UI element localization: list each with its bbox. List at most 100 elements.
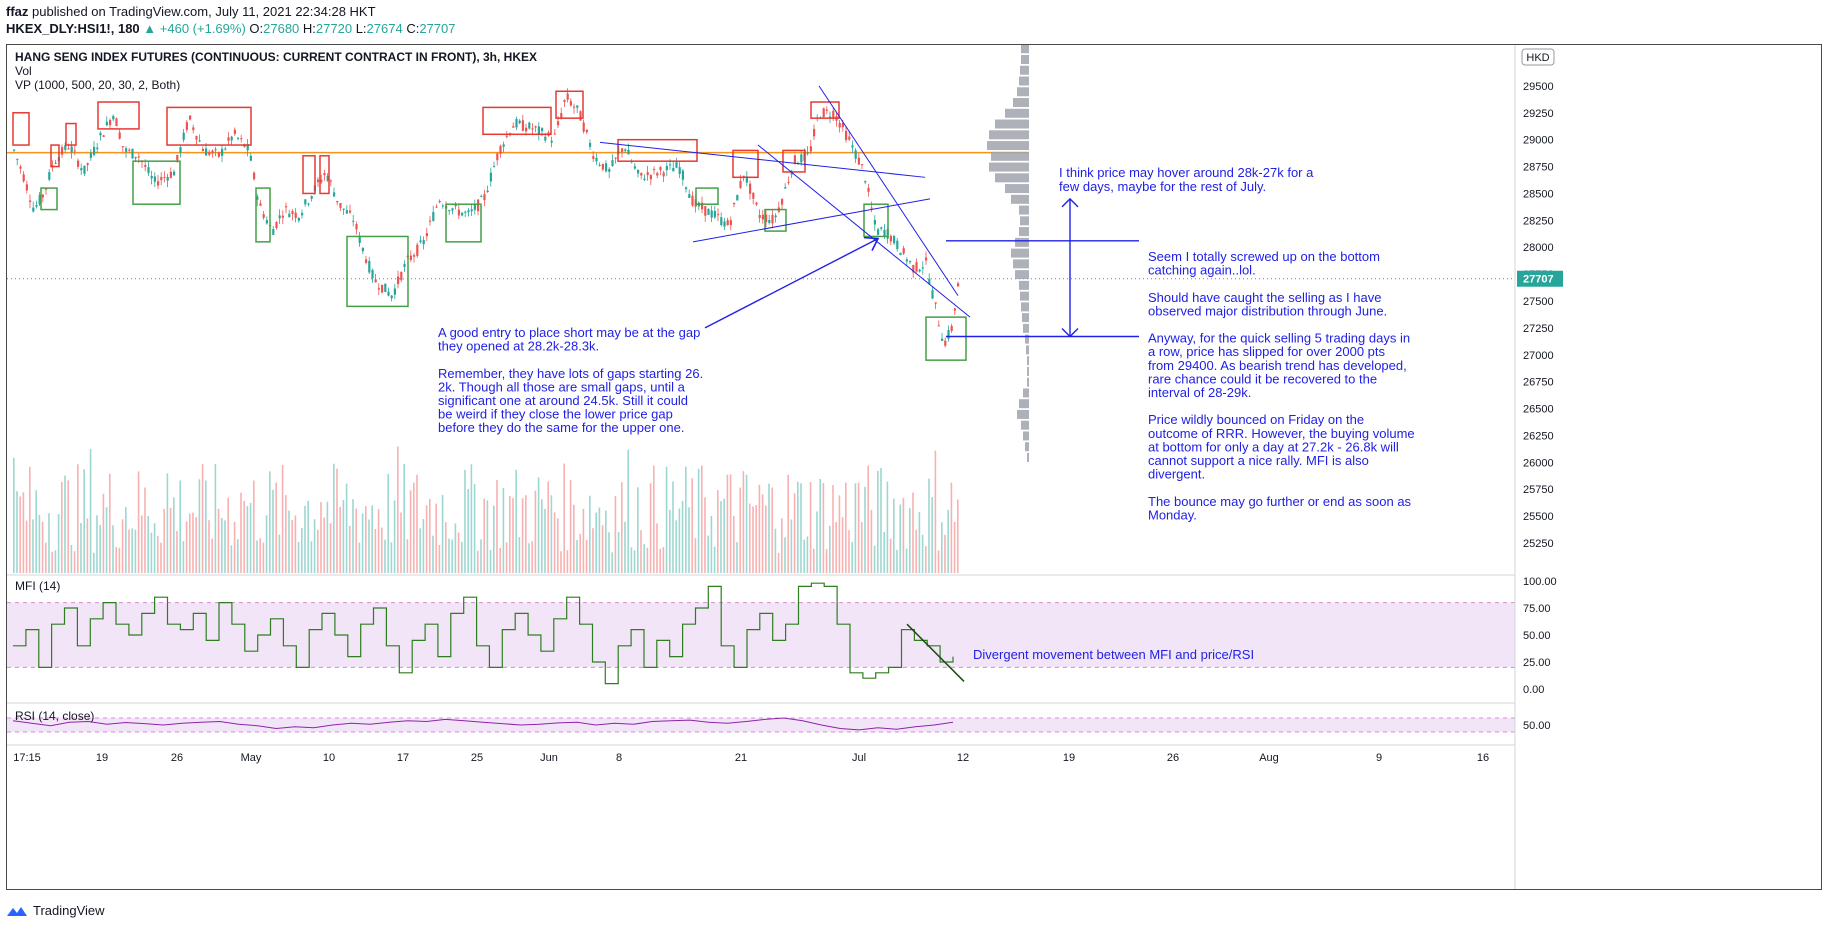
volume-bar (387, 473, 389, 573)
volume-profile-bar (1020, 216, 1029, 226)
annotation-line-text: Monday. (1148, 507, 1197, 522)
volume-bar (592, 528, 594, 573)
author-name[interactable]: ffaz (6, 4, 29, 19)
volume-bar (675, 520, 677, 573)
volume-bar (515, 469, 517, 573)
candle-body (86, 163, 89, 165)
symbol-name[interactable]: HKEX_DLY:HSI1!, 180 (6, 21, 140, 36)
candle-body (752, 192, 755, 199)
annotation-mfi-note[interactable]: Divergent movement between MFI and price… (973, 647, 1254, 662)
volume-bar (672, 481, 674, 573)
candle-body (275, 221, 278, 228)
candle-body (32, 207, 35, 212)
annotation-center-block[interactable]: A good entry to place short may be at th… (438, 325, 703, 435)
candle-body (317, 179, 320, 183)
candle-body (163, 177, 166, 179)
volume-bar (173, 497, 175, 573)
candle-body (278, 215, 281, 219)
volume-bar (409, 490, 412, 573)
annotation-right-block[interactable]: Seem I totally screwed up on the bottomc… (1148, 249, 1415, 522)
ohlc-low-value: 27674 (366, 21, 403, 36)
volume-bar (61, 481, 63, 573)
volume-histogram (13, 446, 959, 573)
candle-body (80, 168, 83, 171)
footer-brand[interactable]: TradingView (33, 903, 105, 918)
chart-area[interactable]: 2975029500292502900028750285002825028000… (6, 44, 1822, 890)
volume-bar (710, 515, 713, 573)
candle-body (285, 206, 288, 208)
volume-bar (400, 512, 402, 573)
volume-bar (483, 498, 485, 573)
price-tick-label: 27250 (1523, 323, 1554, 335)
volume-bar (726, 474, 729, 573)
candle-body (160, 177, 163, 181)
chart-svg[interactable]: 2975029500292502900028750285002825028000… (7, 44, 1821, 889)
candle-body (345, 210, 348, 214)
volume-bar (784, 537, 786, 573)
candle-body (521, 120, 524, 131)
candle-body (429, 220, 432, 222)
volume-profile-bar (987, 141, 1029, 151)
rsi-legend[interactable]: RSI (14, close) (15, 709, 94, 723)
volume-bar (611, 552, 613, 573)
volume-bar (643, 544, 645, 573)
candle-body (253, 172, 256, 180)
candle-body (16, 158, 19, 160)
last-price-badge (1517, 270, 1563, 287)
time-tick-label: 10 (323, 752, 335, 764)
vp-legend[interactable]: VP (1000, 500, 20, 30, 2, Both) (15, 78, 180, 92)
candle-body (189, 115, 192, 120)
drawing-lines[interactable] (599, 85, 1139, 338)
candle-body (569, 101, 572, 106)
candle-body (297, 217, 300, 221)
rsi-band (7, 718, 1515, 732)
volume-bar (653, 465, 655, 573)
candle-body (342, 208, 345, 210)
candle-body (688, 194, 691, 198)
annotation-top-right[interactable]: I think price may hover around 28k-27k f… (1059, 165, 1314, 194)
volume-bar (627, 449, 629, 573)
mfi-legend[interactable]: MFI (14) (15, 579, 60, 593)
price-axis[interactable]: 2975029500292502900028750285002825028000… (1517, 54, 1563, 732)
volume-bar (361, 513, 364, 573)
candle-body (368, 260, 371, 273)
drawing-boxes[interactable] (12, 90, 967, 361)
volume-profile-bar (1011, 194, 1029, 204)
price-tick-label: 26250 (1523, 430, 1554, 442)
footer: TradingView (6, 903, 105, 918)
candle-body (739, 181, 742, 188)
volume-bar (745, 474, 748, 573)
candle-body (227, 137, 230, 141)
volume-bar (496, 479, 498, 573)
candle-body (957, 283, 960, 287)
volume-bar (537, 477, 540, 573)
volume-bar (451, 539, 453, 573)
volume-bar (35, 490, 37, 573)
candle-body (54, 162, 57, 164)
volume-bar (953, 521, 956, 573)
volume-bar (553, 512, 556, 573)
volume-bar (768, 483, 770, 573)
candle-body (621, 148, 624, 152)
vol-legend[interactable]: Vol (15, 64, 32, 78)
candle-body (105, 121, 108, 126)
annotation-line-text: significant one at around 24.5k. Still i… (438, 393, 688, 408)
volume-bar (384, 539, 386, 573)
mfi-tick-label: 75.00 (1523, 603, 1551, 615)
volume-bar (99, 525, 101, 573)
candle-body (867, 187, 870, 192)
candle-body (553, 133, 556, 135)
time-tick-label: 25 (471, 752, 483, 764)
candle-body (473, 204, 476, 210)
annotation-line-text: Remember, they have lots of gaps startin… (438, 366, 703, 381)
annotation-line-text: be weird if they close the lower price g… (438, 407, 673, 422)
volume-bar (294, 515, 297, 573)
candle-body (211, 150, 214, 154)
candle-body (195, 136, 198, 140)
time-axis[interactable]: 17:15 19 26 May 10 17 25 Jun 8 21 Jul 12 19 26 Aug 9 16 (13, 752, 1489, 764)
candle-body (157, 181, 160, 186)
candle-body (566, 93, 569, 100)
currency-badge[interactable] (1521, 48, 1555, 66)
volume-bar (912, 492, 914, 573)
candle-body (288, 213, 291, 218)
